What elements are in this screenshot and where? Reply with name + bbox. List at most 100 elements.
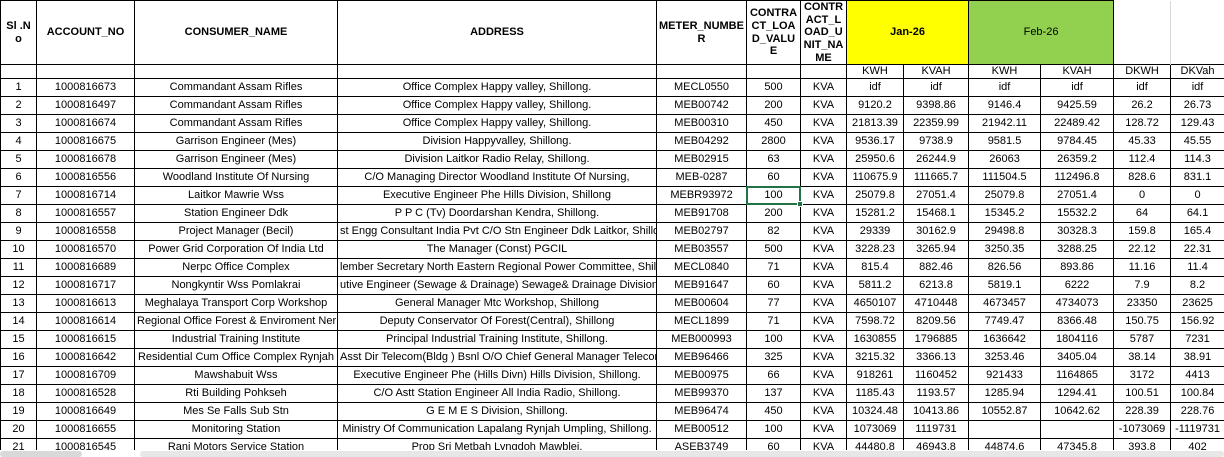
subheader-empty-cell[interactable] bbox=[656, 64, 747, 80]
cell-dkwh[interactable]: 22.12 bbox=[1113, 240, 1172, 260]
col-header-address[interactable]: ADDRESS bbox=[337, 0, 657, 66]
cell-sl-no[interactable]: 12 bbox=[0, 276, 37, 296]
cell-contract-load-unit-name[interactable]: KVA bbox=[800, 402, 847, 422]
cell-dkwh[interactable]: 159.8 bbox=[1113, 222, 1172, 242]
cell-jan-kwh[interactable]: 15281.2 bbox=[846, 204, 904, 224]
cell-address[interactable]: Deputy Conservator Of Forest(Central), S… bbox=[337, 312, 657, 332]
cell-contract-load-unit-name[interactable]: KVA bbox=[800, 96, 847, 116]
cell-dkvah[interactable]: 23625 bbox=[1170, 294, 1224, 314]
cell-account-no[interactable]: 1000816642 bbox=[36, 348, 135, 368]
cell-dkvah[interactable]: 0 bbox=[1170, 186, 1224, 206]
cell-contract-load-value[interactable]: 450 bbox=[746, 402, 801, 422]
col-header-meter-number[interactable]: METER_NUMBER bbox=[656, 0, 747, 66]
cell-meter-number[interactable]: MEB02915 bbox=[656, 150, 747, 170]
cell-consumer-name[interactable]: Station Engineer Ddk bbox=[134, 204, 338, 224]
cell-contract-load-unit-name[interactable]: KVA bbox=[800, 420, 847, 440]
cell-dkwh[interactable]: 112.4 bbox=[1113, 150, 1172, 170]
cell-address[interactable]: Executive Engineer Phe (Hills Divn) Hill… bbox=[337, 366, 657, 386]
cell-jan-kwh[interactable]: 4650107 bbox=[846, 294, 904, 314]
cell-meter-number[interactable]: MEB96474 bbox=[656, 402, 747, 422]
cell-address[interactable]: Asst Dir Telecom(Bldg ) Bsnl O/O Chief G… bbox=[337, 348, 657, 368]
cell-contract-load-unit-name[interactable]: KVA bbox=[800, 258, 847, 278]
cell-feb-kwh[interactable]: idf bbox=[968, 78, 1042, 98]
cell-contract-load-unit-name[interactable]: KVA bbox=[800, 348, 847, 368]
cell-dkwh[interactable]: 128.72 bbox=[1113, 114, 1172, 134]
cell-address[interactable]: General Manager Mtc Workshop, Shillong bbox=[337, 294, 657, 314]
cell-jan-kvah[interactable]: 26244.9 bbox=[902, 150, 970, 170]
cell-jan-kwh[interactable]: 3228.23 bbox=[846, 240, 904, 260]
cell-jan-kvah[interactable]: 3265.94 bbox=[902, 240, 970, 260]
cell-feb-kwh[interactable]: 21942.11 bbox=[968, 114, 1042, 134]
cell-consumer-name[interactable]: Commandant Assam Rifles bbox=[134, 114, 338, 134]
cell-contract-load-value[interactable]: 200 bbox=[746, 204, 801, 224]
subheader-jan-kwh[interactable]: KWH bbox=[846, 64, 904, 80]
cell-jan-kvah[interactable]: 1119731 bbox=[902, 420, 970, 440]
cell-jan-kvah[interactable]: 6213.8 bbox=[902, 276, 970, 296]
cell-meter-number[interactable]: MEB99370 bbox=[656, 384, 747, 404]
cell-contract-load-value[interactable]: 100 bbox=[746, 420, 801, 440]
cell-feb-kwh[interactable]: 3250.35 bbox=[968, 240, 1042, 260]
col-header-feb-26[interactable]: Feb-26 bbox=[968, 0, 1115, 66]
cell-feb-kwh[interactable]: 29498.8 bbox=[968, 222, 1042, 242]
cell-jan-kwh[interactable]: 1073069 bbox=[846, 420, 904, 440]
cell-contract-load-unit-name[interactable]: KVA bbox=[800, 330, 847, 350]
cell-feb-kwh[interactable]: 9146.4 bbox=[968, 96, 1042, 116]
cell-feb-kvah[interactable]: 30328.3 bbox=[1040, 222, 1115, 242]
cell-dkvah[interactable]: 156.92 bbox=[1170, 312, 1224, 332]
cell-feb-kvah[interactable]: 3288.25 bbox=[1040, 240, 1115, 260]
cell-jan-kvah[interactable]: 27051.4 bbox=[902, 186, 970, 206]
cell-sl-no[interactable]: 5 bbox=[0, 150, 37, 170]
subheader-empty-cell[interactable] bbox=[36, 64, 135, 80]
cell-address[interactable]: lember Secretary North Eastern Regional … bbox=[337, 258, 657, 278]
cell-feb-kwh[interactable]: 111504.5 bbox=[968, 168, 1042, 188]
cell-meter-number[interactable]: MEB03557 bbox=[656, 240, 747, 260]
cell-feb-kvah[interactable]: 1294.41 bbox=[1040, 384, 1115, 404]
cell-jan-kwh[interactable]: 7598.72 bbox=[846, 312, 904, 332]
subheader-empty-cell[interactable] bbox=[0, 64, 37, 80]
cell-dkwh[interactable]: 5787 bbox=[1113, 330, 1172, 350]
cell-contract-load-unit-name[interactable]: KVA bbox=[800, 114, 847, 134]
cell-feb-kvah[interactable]: idf bbox=[1040, 78, 1115, 98]
cell-contract-load-value[interactable]: 71 bbox=[746, 312, 801, 332]
cell-dkwh[interactable]: 11.16 bbox=[1113, 258, 1172, 278]
cell-account-no[interactable]: 1000816649 bbox=[36, 402, 135, 422]
cell-consumer-name[interactable]: Garrison Engineer (Mes) bbox=[134, 150, 338, 170]
cell-address[interactable]: Ministry Of Communication Lapalang Rynja… bbox=[337, 420, 657, 440]
cell-feb-kwh[interactable]: 26063 bbox=[968, 150, 1042, 170]
scrollbar-thumb-right[interactable] bbox=[140, 451, 1224, 457]
cell-sl-no[interactable]: 17 bbox=[0, 366, 37, 386]
cell-sl-no[interactable]: 6 bbox=[0, 168, 37, 188]
cell-dkvah[interactable]: 4413 bbox=[1170, 366, 1224, 386]
cell-consumer-name[interactable]: Regional Office Forest & Enviroment Ner bbox=[134, 312, 338, 332]
cell-contract-load-unit-name[interactable]: KVA bbox=[800, 150, 847, 170]
cell-feb-kvah[interactable]: 4734073 bbox=[1040, 294, 1115, 314]
cell-account-no[interactable]: 1000816717 bbox=[36, 276, 135, 296]
cell-dkwh[interactable]: 23350 bbox=[1113, 294, 1172, 314]
cell-address[interactable]: utive Engineer (Sewage & Drainage) Sewag… bbox=[337, 276, 657, 296]
col-header-account-no[interactable]: ACCOUNT_NO bbox=[36, 0, 135, 66]
cell-consumer-name[interactable]: Mes Se Falls Sub Stn bbox=[134, 402, 338, 422]
cell-address[interactable]: Division Happyvalley, Shillong. bbox=[337, 132, 657, 152]
cell-sl-no[interactable]: 13 bbox=[0, 294, 37, 314]
cell-dkwh[interactable]: 38.14 bbox=[1113, 348, 1172, 368]
cell-feb-kvah[interactable] bbox=[1040, 420, 1115, 440]
cell-address[interactable]: C/O Managing Director Woodland Institute… bbox=[337, 168, 657, 188]
cell-feb-kvah[interactable]: 112496.8 bbox=[1040, 168, 1115, 188]
cell-meter-number[interactable]: MEBR93972 bbox=[656, 186, 747, 206]
cell-account-no[interactable]: 1000816678 bbox=[36, 150, 135, 170]
cell-contract-load-unit-name[interactable]: KVA bbox=[800, 132, 847, 152]
col-header-contract-load-value[interactable]: CONTRACT_LOAD_VALUE bbox=[746, 0, 801, 66]
cell-account-no[interactable]: 1000816558 bbox=[36, 222, 135, 242]
cell-feb-kvah[interactable]: 893.86 bbox=[1040, 258, 1115, 278]
cell-contract-load-unit-name[interactable]: KVA bbox=[800, 294, 847, 314]
cell-consumer-name[interactable]: Woodland Institute Of Nursing bbox=[134, 168, 338, 188]
cell-contract-load-unit-name[interactable]: KVA bbox=[800, 240, 847, 260]
cell-account-no[interactable]: 1000816497 bbox=[36, 96, 135, 116]
cell-jan-kwh[interactable]: 29339 bbox=[846, 222, 904, 242]
cell-meter-number[interactable]: MECL1899 bbox=[656, 312, 747, 332]
cell-dkwh[interactable]: 150.75 bbox=[1113, 312, 1172, 332]
cell-feb-kvah[interactable]: 3405.04 bbox=[1040, 348, 1115, 368]
cell-account-no[interactable]: 1000816614 bbox=[36, 312, 135, 332]
cell-consumer-name[interactable]: Monitoring Station bbox=[134, 420, 338, 440]
cell-dkvah[interactable]: 165.4 bbox=[1170, 222, 1224, 242]
